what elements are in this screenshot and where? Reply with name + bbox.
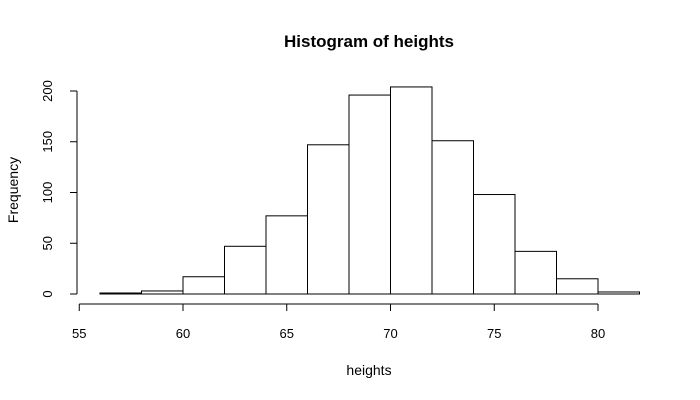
y-axis-title: Frequency: [5, 157, 21, 223]
histogram-bar: [307, 144, 350, 295]
histogram-bar: [390, 86, 433, 295]
y-tick-label: 200: [40, 80, 55, 102]
histogram-bar: [597, 291, 640, 295]
x-tick-label: 75: [487, 326, 501, 341]
histogram-bar: [224, 245, 267, 295]
histogram-bar: [265, 215, 308, 295]
histogram-bar: [182, 276, 225, 295]
y-tick-label: 100: [40, 182, 55, 204]
x-tick-label: 70: [383, 326, 397, 341]
y-tick-label: 50: [40, 236, 55, 250]
histogram-bar: [473, 194, 516, 295]
x-tick-label: 80: [591, 326, 605, 341]
x-axis-title: heights: [346, 362, 391, 378]
histogram-bar: [99, 292, 142, 295]
y-axis: 0 50 100 150 200: [40, 80, 78, 298]
x-tick-label: 60: [176, 326, 190, 341]
histogram-bar: [556, 278, 599, 295]
histogram-bar: [431, 140, 474, 295]
histogram-bar: [348, 94, 391, 295]
x-axis: 55 60 65 70 75 80: [72, 303, 605, 341]
y-tick-label: 0: [40, 290, 55, 297]
x-tick-label: 65: [280, 326, 294, 341]
x-tick-label: 55: [72, 326, 86, 341]
bars-group: [99, 86, 640, 295]
histogram-bar: [141, 290, 184, 295]
y-tick-label: 150: [40, 131, 55, 153]
histogram-bar: [514, 250, 557, 295]
chart-title: Histogram of heights: [284, 32, 454, 51]
